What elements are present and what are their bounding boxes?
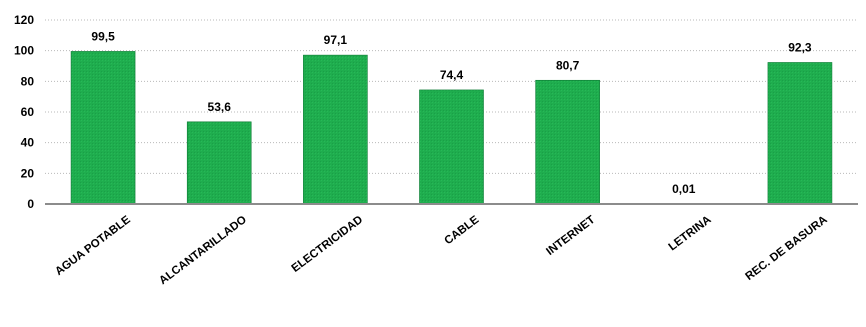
bars [70,51,833,205]
data-labels: 99,5 53,6 97,1 74,4 80,7 0,01 92,3 [91,29,812,196]
x-tick-label: ELECTRICIDAD [290,214,366,275]
bar [419,89,484,205]
y-tick-label: 80 [21,74,35,88]
data-label: 97,1 [324,33,348,47]
x-tick-label: REC. DE BASURA [743,214,829,283]
gridlines [45,19,858,174]
bar [70,51,136,205]
bar [535,79,600,205]
y-tick-label: 20 [21,166,35,180]
y-tick-label: 100 [14,44,34,58]
data-label: 99,5 [91,29,115,43]
data-label: 0,01 [672,182,696,196]
data-label: 92,3 [788,40,812,54]
x-tick-label: AGUA POTABLE [53,214,133,278]
data-label: 53,6 [208,100,232,114]
y-tick-label: 40 [21,136,35,150]
x-tick-label: ALCANTARILLADO [157,214,249,287]
x-tick-label: LETRINA [667,214,714,254]
x-axis: AGUA POTABLE ALCANTARILLADO ELECTRICIDAD CA… [53,214,830,287]
y-axis: 0 20 40 60 80 100 120 [14,13,34,211]
y-tick-label: 0 [27,197,34,211]
bar [767,62,833,205]
bar [186,121,252,205]
data-label: 74,4 [440,68,464,82]
y-tick-label: 120 [14,13,34,27]
data-label: 80,7 [556,58,580,72]
x-tick-label: INTERNET [544,214,597,258]
x-tick-label: CABLE [442,214,481,248]
y-tick-label: 60 [21,105,35,119]
bar [303,54,368,205]
